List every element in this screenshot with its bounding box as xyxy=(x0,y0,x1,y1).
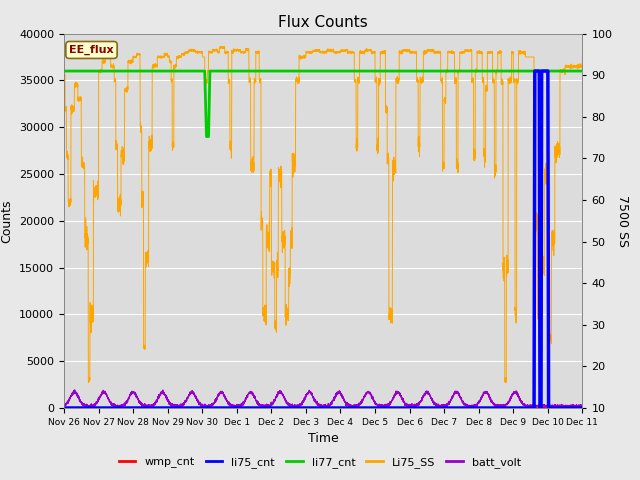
Text: EE_flux: EE_flux xyxy=(69,45,114,55)
Y-axis label: 7500 SS: 7500 SS xyxy=(616,195,629,247)
Legend: wmp_cnt, li75_cnt, li77_cnt, Li75_SS, batt_volt: wmp_cnt, li75_cnt, li77_cnt, Li75_SS, ba… xyxy=(115,452,525,472)
Y-axis label: Counts: Counts xyxy=(1,199,13,242)
Title: Flux Counts: Flux Counts xyxy=(278,15,368,30)
X-axis label: Time: Time xyxy=(308,432,339,445)
